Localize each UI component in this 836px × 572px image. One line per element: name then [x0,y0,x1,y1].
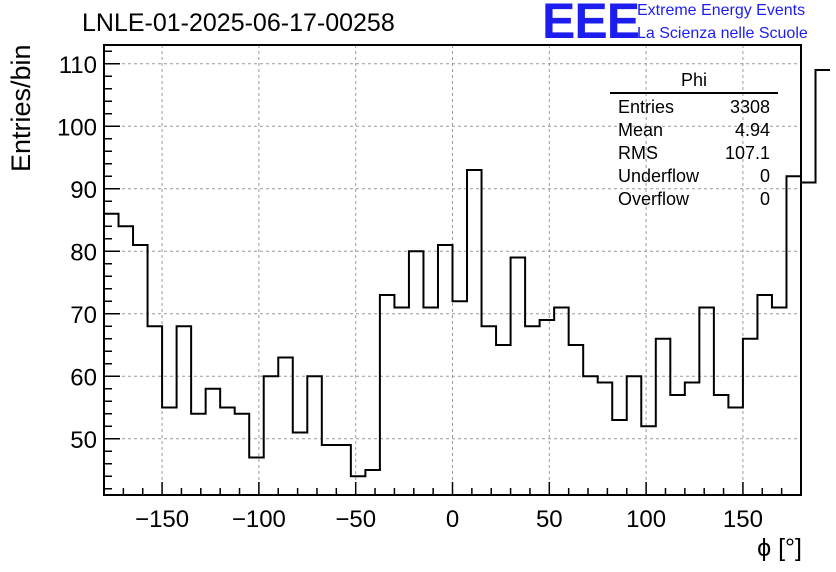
stats-label: Overflow [618,188,689,211]
x-axis-label: ϕ [°] [757,534,802,563]
logo-line-1: Extreme Energy Events [637,2,805,20]
y-tick-label: 70 [70,302,97,329]
stats-row: Overflow 0 [610,188,778,211]
stats-row: RMS 107.1 [610,142,778,165]
histogram-bin [656,339,671,495]
histogram-bin [554,308,569,496]
histogram-bin [104,214,119,495]
histogram-bin [482,326,497,495]
stats-value: 4.94 [735,119,770,142]
histogram-bin [380,295,395,495]
histogram-bin [525,326,540,495]
histogram-bin [540,320,555,495]
stats-value: 107.1 [725,142,770,165]
stats-title: Phi [610,70,778,94]
histogram-bin [148,326,163,495]
y-tick-label: 60 [70,364,97,391]
y-tick-label: 50 [70,427,97,454]
stats-label: Mean [618,119,663,142]
histogram-bin [293,433,308,496]
histogram-bin [786,176,801,495]
stats-value: 0 [760,165,770,188]
stats-row: Underflow 0 [610,165,778,188]
histogram-bin [816,70,831,495]
x-tick-label: 0 [446,506,459,533]
histogram-bin [438,245,453,495]
stats-label: Underflow [618,165,699,188]
histogram-bin [307,376,322,495]
histogram-bin [583,376,598,495]
x-tick-label: −50 [335,506,376,533]
histogram-bin [336,445,351,495]
histogram-bin [496,345,511,495]
histogram-bin [322,445,337,495]
y-axis-label: Entries/bin [6,52,37,172]
stats-label: Entries [618,96,674,119]
histogram-bin [714,395,729,495]
histogram-bin [191,414,206,495]
stats-label: RMS [618,142,658,165]
histogram-bin [278,358,293,496]
histogram-bin [365,470,380,495]
histogram-bin [206,389,221,495]
histogram-bin [627,376,642,495]
histogram-bin [423,308,438,496]
histogram-bin [757,295,772,495]
histogram-bin [743,339,758,495]
stats-value: 0 [760,188,770,211]
histogram-bin [177,326,192,495]
histogram-bin [641,426,656,495]
histogram-bin [801,183,816,496]
histogram-bin [249,458,264,496]
histogram-bin [728,408,743,496]
x-tick-label: 150 [723,506,763,533]
stats-box: Phi Entries 3308 Mean 4.94 RMS 107.1 Underf… [610,70,778,211]
stats-row: Mean 4.94 [610,119,778,142]
eee-logo: EEE [542,0,639,46]
histogram-bin [569,345,584,495]
histogram-bin [235,414,250,495]
y-tick-label: 80 [70,239,97,266]
histogram-bin [699,308,714,496]
x-tick-label: −150 [135,506,189,533]
y-tick-label: 100 [57,114,97,141]
histogram-bin [467,170,482,495]
y-tick-label: 110 [59,52,97,79]
histogram-bin [220,408,235,496]
histogram-bin [133,245,148,495]
histogram-bin [409,251,424,495]
histogram-bin [264,376,279,495]
y-tick-label: 90 [70,177,97,204]
histogram-bin [453,301,468,495]
histogram-bin [670,395,685,495]
stats-row: Entries 3308 [610,96,778,119]
x-tick-label: 100 [626,506,666,533]
x-tick-label: −100 [232,506,286,533]
logo-line-2: La Scienza nelle Scuole [637,25,808,43]
histogram-bin [772,308,787,496]
histogram-bin [612,420,627,495]
x-tick-label: 50 [536,506,563,533]
histogram-bin [119,226,134,495]
histogram-bin [162,408,177,496]
histogram-bin [394,308,409,496]
histogram-bin [351,476,366,495]
stats-value: 3308 [730,96,770,119]
chart-title: LNLE-01-2025-06-17-00258 [82,9,395,38]
